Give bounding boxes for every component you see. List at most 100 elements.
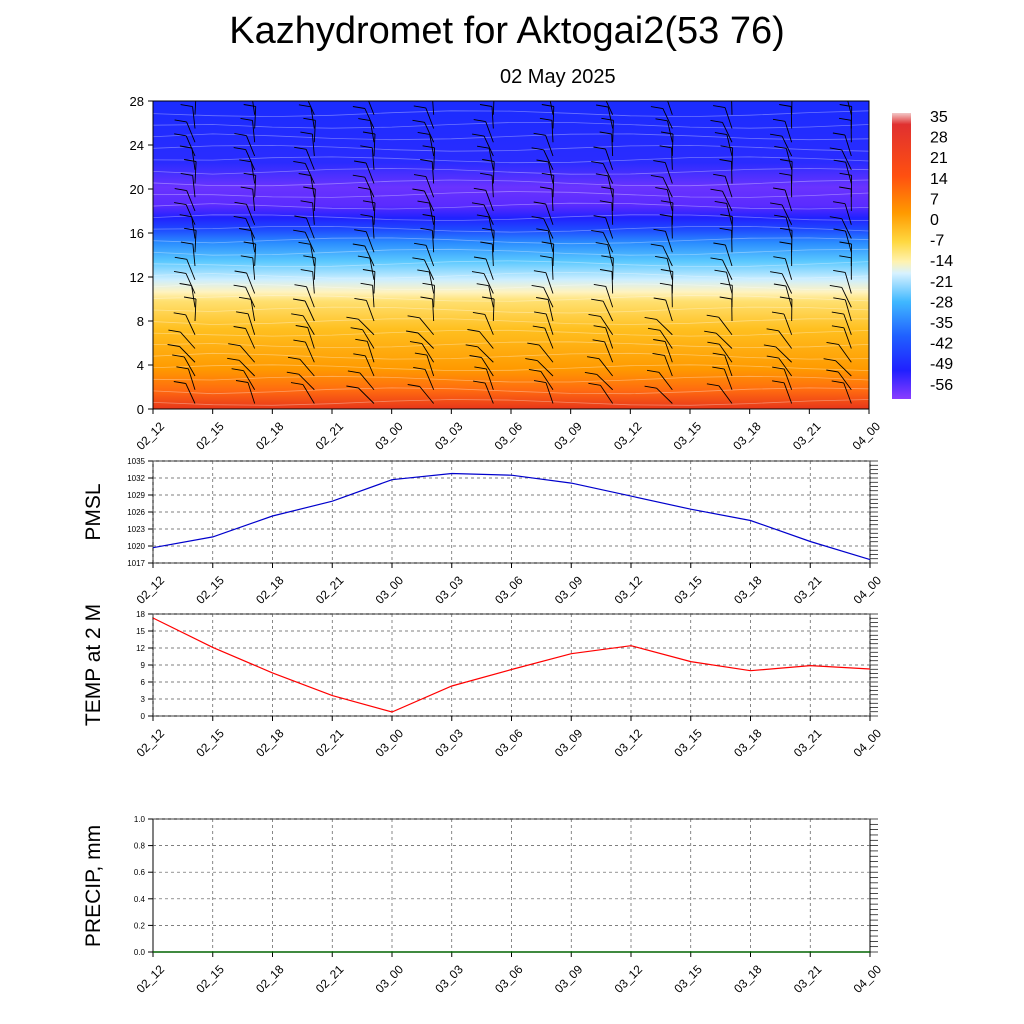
wind-barb-flag	[469, 355, 482, 358]
wind-barb-staff	[844, 134, 852, 157]
wind-barb-flag	[539, 117, 552, 121]
wind-barb-flag	[587, 356, 600, 360]
wind-barb-staff	[245, 328, 256, 349]
wind-barb-flag	[720, 145, 733, 149]
wind-barb-staff	[602, 163, 614, 184]
wind-barb-flag	[834, 91, 846, 93]
wind-barb-flag	[780, 159, 793, 162]
contour-line	[153, 110, 869, 118]
wind-barb-flag	[473, 256, 487, 260]
wind-barb-flag	[346, 385, 359, 389]
wind-barb-staff	[194, 230, 197, 253]
wind-barb-flag	[659, 282, 672, 286]
wind-barb-staff	[724, 355, 733, 377]
contour-line	[153, 237, 869, 245]
wind-barb-flag	[596, 104, 609, 108]
precip-x-tick-label: 03_21	[791, 962, 825, 996]
wind-barb-flag	[833, 228, 846, 232]
wind-barb-staff	[243, 370, 256, 390]
precip-y-tick-label: 0.6	[134, 868, 146, 877]
wind-barb-staff	[664, 341, 673, 363]
wind-barb-staff	[310, 175, 315, 198]
wind-barb-flag	[536, 297, 549, 300]
cross-section-x-tick-label: 03_00	[372, 419, 406, 453]
wind-barb-flag	[173, 312, 186, 316]
pmsl-x-tick-label: 03_03	[432, 573, 466, 607]
wind-barb-flag	[295, 325, 308, 328]
wind-barb-staff	[250, 299, 256, 322]
colorbar-label: -21	[930, 274, 953, 291]
wind-barb-flag	[599, 131, 612, 135]
wind-barb-staff	[605, 148, 614, 170]
wind-barb-staff	[778, 357, 793, 377]
contour-line	[153, 283, 869, 291]
wind-barb-flag	[653, 228, 666, 232]
wind-barb-flag	[174, 133, 187, 137]
pmsl-x-tick-label: 02_18	[253, 573, 287, 607]
cross-section-y-tick-label: 8	[137, 314, 144, 329]
wind-barb-staff	[666, 189, 673, 212]
cross-section-x-tick-label: 03_12	[611, 419, 645, 453]
wind-barb-staff	[417, 332, 434, 349]
wind-barb-flag	[719, 91, 731, 93]
wind-barb-flag	[358, 186, 371, 190]
wind-barb-flag	[414, 352, 427, 356]
wind-barb-flag	[471, 271, 485, 275]
wind-barb-flag	[779, 104, 792, 107]
wind-barb-flag	[660, 200, 673, 204]
wind-barb-staff	[612, 188, 614, 212]
wind-barb-staff	[298, 373, 315, 391]
wind-barb-staff	[185, 383, 196, 404]
temp2m-y-tick-label: 0	[141, 712, 146, 721]
chart-date: 02 May 2025	[500, 66, 616, 88]
wind-barb-flag	[644, 316, 657, 320]
wind-barb-flag	[714, 269, 727, 273]
wind-barb-staff	[607, 175, 614, 198]
wind-barb-flag	[719, 227, 732, 231]
wind-barb-flag	[412, 119, 425, 123]
wind-barb-flag	[294, 215, 307, 219]
wind-barb-flag	[591, 229, 604, 233]
wind-barb-staff	[305, 217, 315, 239]
wind-barb-staff	[659, 330, 673, 349]
wind-barb-staff	[359, 372, 375, 391]
wind-barb-staff	[722, 122, 733, 143]
cross-section-x-tick-label: 02_12	[134, 419, 168, 453]
wind-barb-staff	[307, 101, 315, 115]
wind-barb-flag	[540, 255, 553, 259]
wind-barb-staff	[664, 162, 673, 184]
wind-barb-flag	[536, 159, 549, 163]
wind-barb-staff	[304, 300, 315, 322]
wind-barb-flag	[173, 381, 186, 384]
wind-barb-staff	[551, 188, 554, 212]
wind-barb-flag	[347, 370, 360, 374]
wind-barb-flag	[659, 145, 672, 149]
precip-x-tick-label: 03_03	[432, 962, 466, 996]
pmsl-y-tick-label: 1020	[127, 542, 145, 551]
wind-barb-flag	[659, 214, 672, 217]
wind-barb-flag	[472, 133, 485, 137]
wind-barb-flag	[889, 93, 901, 95]
wind-barb-staff	[192, 175, 196, 198]
wind-barb-flag	[839, 117, 852, 121]
wind-barb-flag	[766, 328, 779, 332]
wind-barb-staff	[731, 147, 733, 170]
wind-barb-staff	[362, 329, 375, 349]
wind-barb-flag	[174, 202, 187, 206]
wind-barb-flag	[772, 380, 785, 384]
wind-barb-staff	[304, 341, 315, 363]
wind-barb-flag	[360, 214, 373, 218]
precip-x-tick-label: 03_15	[671, 962, 705, 996]
cross-section-x-tick-label: 02_18	[253, 419, 287, 453]
wind-barb-staff	[312, 271, 315, 294]
wind-barb-staff	[731, 161, 733, 184]
wind-barb-staff	[835, 360, 852, 377]
wind-barb-flag	[240, 91, 252, 93]
contour-line	[153, 225, 869, 233]
wind-barb-flag	[650, 174, 663, 178]
wind-barb-staff	[551, 257, 554, 280]
wind-barb-staff	[185, 135, 196, 157]
wind-barb-staff	[364, 355, 375, 377]
temp2m-x-tick-label: 03_21	[791, 726, 825, 760]
wind-barb-staff	[785, 285, 793, 308]
